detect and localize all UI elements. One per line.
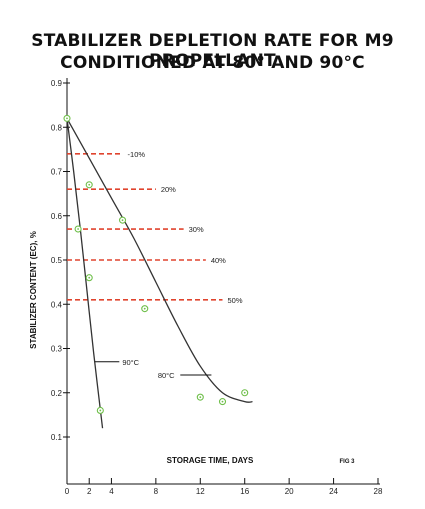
reference-label-1: 20% <box>161 185 176 194</box>
y-tick-label-5: 0.6 <box>51 212 63 221</box>
annotation-label-1: 80°C <box>158 371 175 380</box>
data-point-dot-5 <box>143 307 146 310</box>
x-tick-label-5: 16 <box>240 487 249 496</box>
data-point-dot-9 <box>99 409 102 412</box>
reference-label-3: 40% <box>211 256 226 265</box>
x-tick-label-8: 28 <box>374 487 383 496</box>
chart-title-line2: CONDITIONED AT 80° AND 90°C <box>60 53 365 73</box>
y-tick-label-0: 0.1 <box>51 433 63 442</box>
data-point-dot-7 <box>221 400 224 403</box>
y-tick-label-7: 0.8 <box>51 123 63 132</box>
data-point-dot-8 <box>243 391 246 394</box>
data-point-dot-1 <box>77 228 80 230</box>
y-tick-label-3: 0.4 <box>51 300 63 309</box>
x-tick-label-0: 0 <box>65 487 70 496</box>
data-point-dot-0 <box>66 117 68 120</box>
data-point-dot-3 <box>88 276 91 279</box>
y-tick-label-6: 0.7 <box>51 168 63 177</box>
series-line-1 <box>66 118 253 403</box>
chart-title-line1: STABILIZER DEPLETION RATE FOR M9 PROPELL… <box>31 31 394 71</box>
x-tick-label-7: 24 <box>329 487 338 496</box>
y-tick-label-2: 0.3 <box>51 345 63 354</box>
y-tick-label-8: 0.9 <box>51 79 63 88</box>
reference-label-4: 50% <box>228 296 243 305</box>
x-tick-label-2: 4 <box>109 487 114 496</box>
x-axis-title: STORAGE TIME, DAYS <box>167 456 254 465</box>
x-tick-label-1: 2 <box>87 487 92 496</box>
figure-label: FIG 3 <box>339 459 355 465</box>
x-tick-label-3: 8 <box>154 487 159 496</box>
x-tick-label-6: 20 <box>285 487 294 496</box>
annotation-label-0: 90°C <box>122 358 139 367</box>
x-tick-label-4: 12 <box>196 487 205 496</box>
y-tick-label-4: 0.5 <box>51 256 63 265</box>
reference-label-0: -10% <box>128 150 146 159</box>
y-axis-title: STABILIZER CONTENT (EC), % <box>29 231 38 349</box>
reference-label-2: 30% <box>189 225 204 234</box>
data-point-dot-2 <box>88 183 91 186</box>
data-point-dot-4 <box>121 219 124 222</box>
series-line-0 <box>66 118 104 429</box>
data-point-dot-6 <box>199 396 202 399</box>
y-tick-label-1: 0.2 <box>51 389 63 398</box>
